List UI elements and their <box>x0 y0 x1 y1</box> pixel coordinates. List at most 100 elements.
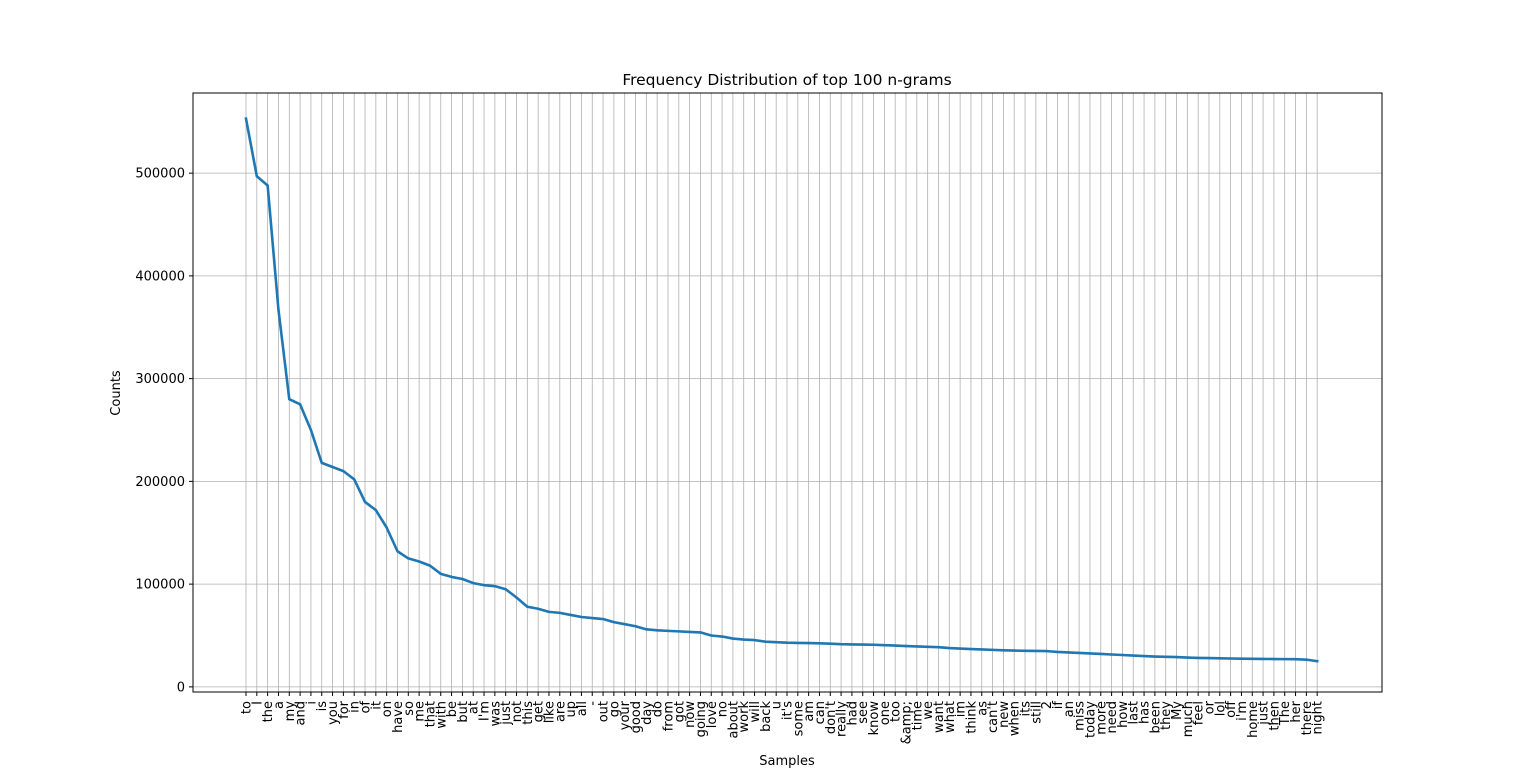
data-point <box>277 308 280 311</box>
data-point <box>1045 649 1048 653</box>
data-point <box>645 628 648 631</box>
series-layer <box>244 117 1319 663</box>
data-point <box>580 615 583 619</box>
data-point <box>1240 657 1243 660</box>
y-tick-label: 300000 <box>135 372 185 387</box>
data-point <box>1272 657 1276 661</box>
grid-layer <box>193 93 1382 692</box>
x-tick-label: it <box>369 701 384 710</box>
data-point <box>612 620 616 624</box>
data-point <box>742 638 745 641</box>
data-point <box>515 596 518 599</box>
data-point <box>655 629 659 632</box>
data-point <box>785 641 789 644</box>
x-tick-label: what <box>943 701 958 733</box>
x-tick-label: me <box>413 701 428 722</box>
data-point <box>915 645 919 648</box>
x-tick-label: lol <box>1213 701 1228 716</box>
data-point <box>969 647 973 651</box>
data-point <box>980 648 983 651</box>
data-point <box>699 631 702 634</box>
x-tick-label: today <box>1083 701 1098 738</box>
x-tick-label: about <box>726 701 741 739</box>
data-point <box>536 607 540 610</box>
data-point <box>288 397 291 401</box>
x-tick-label: I'm <box>478 701 493 721</box>
data-point <box>1088 652 1092 655</box>
y-tick-label: 400000 <box>135 269 185 284</box>
x-tick-label: new <box>997 701 1012 728</box>
data-point <box>266 184 269 187</box>
x-tick-label: much <box>1181 701 1196 737</box>
data-point <box>1164 655 1167 659</box>
y-tick-label: 100000 <box>135 578 185 593</box>
data-point <box>623 622 626 626</box>
x-tick-label: good <box>629 701 644 733</box>
data-point <box>385 526 388 529</box>
plot-frame <box>192 92 1383 693</box>
x-tick-label: don't <box>824 701 839 734</box>
data-point <box>666 629 670 633</box>
x-tick-label: just <box>1257 701 1272 726</box>
x-tick-label: as <box>975 701 990 716</box>
data-point <box>1013 649 1016 652</box>
data-point <box>948 646 951 650</box>
data-point <box>774 640 778 644</box>
series-line <box>244 117 1319 663</box>
data-point <box>255 175 259 178</box>
data-point <box>710 634 713 637</box>
data-point <box>1142 654 1146 658</box>
data-point <box>904 644 908 648</box>
x-tick-label: from <box>661 701 676 731</box>
data-point <box>591 616 594 620</box>
x-tick-label: will <box>748 701 763 722</box>
data-point <box>731 637 735 640</box>
x-tick-label: more <box>1094 701 1109 735</box>
data-point <box>407 557 410 560</box>
x-tick-label: you <box>326 701 341 725</box>
data-point <box>1110 653 1113 656</box>
data-point <box>894 644 897 647</box>
data-point <box>298 403 302 406</box>
x-axis: toItheamyandiisyouforinofitonhavesometha… <box>240 692 1326 744</box>
data-point <box>428 564 432 567</box>
x-tick-label: my <box>283 701 298 722</box>
x-tick-label: want <box>932 701 947 733</box>
x-tick-label: when <box>1008 701 1023 736</box>
x-tick-label: see <box>856 701 871 724</box>
data-point <box>677 630 680 633</box>
x-tick-label: the <box>261 701 276 722</box>
x-tick-label: had <box>845 701 860 725</box>
x-tick-label: night <box>1311 701 1326 734</box>
data-point <box>991 648 994 652</box>
x-tick-label: was <box>488 701 503 727</box>
data-point <box>720 635 724 638</box>
data-point <box>353 478 356 481</box>
x-tick-label: in <box>348 701 363 713</box>
x-tick-label: love <box>705 701 720 728</box>
x-tick-label: then <box>1267 701 1282 731</box>
data-point <box>569 613 572 617</box>
x-tick-label: like <box>542 701 557 723</box>
x-tick-label: time <box>910 701 925 730</box>
x-tick-label: for <box>337 700 352 719</box>
data-point <box>342 469 345 473</box>
x-tick-label: off <box>1224 700 1239 718</box>
x-tick-label: can <box>813 701 828 724</box>
x-tick-label: work <box>737 701 752 733</box>
data-point <box>1067 651 1070 654</box>
data-point <box>461 577 464 581</box>
x-tick-label: one <box>878 701 893 725</box>
y-tick-label: 500000 <box>135 167 185 182</box>
data-point <box>796 641 800 645</box>
x-tick-label: The <box>1278 701 1293 726</box>
data-point <box>417 560 421 563</box>
x-tick-label: if <box>1051 701 1066 710</box>
data-point <box>861 643 864 646</box>
data-point <box>807 641 810 645</box>
x-tick-label: home <box>1246 701 1261 738</box>
x-tick-label: up <box>564 701 579 718</box>
x-tick-label: &amp; <box>900 701 915 744</box>
data-point <box>926 645 929 648</box>
